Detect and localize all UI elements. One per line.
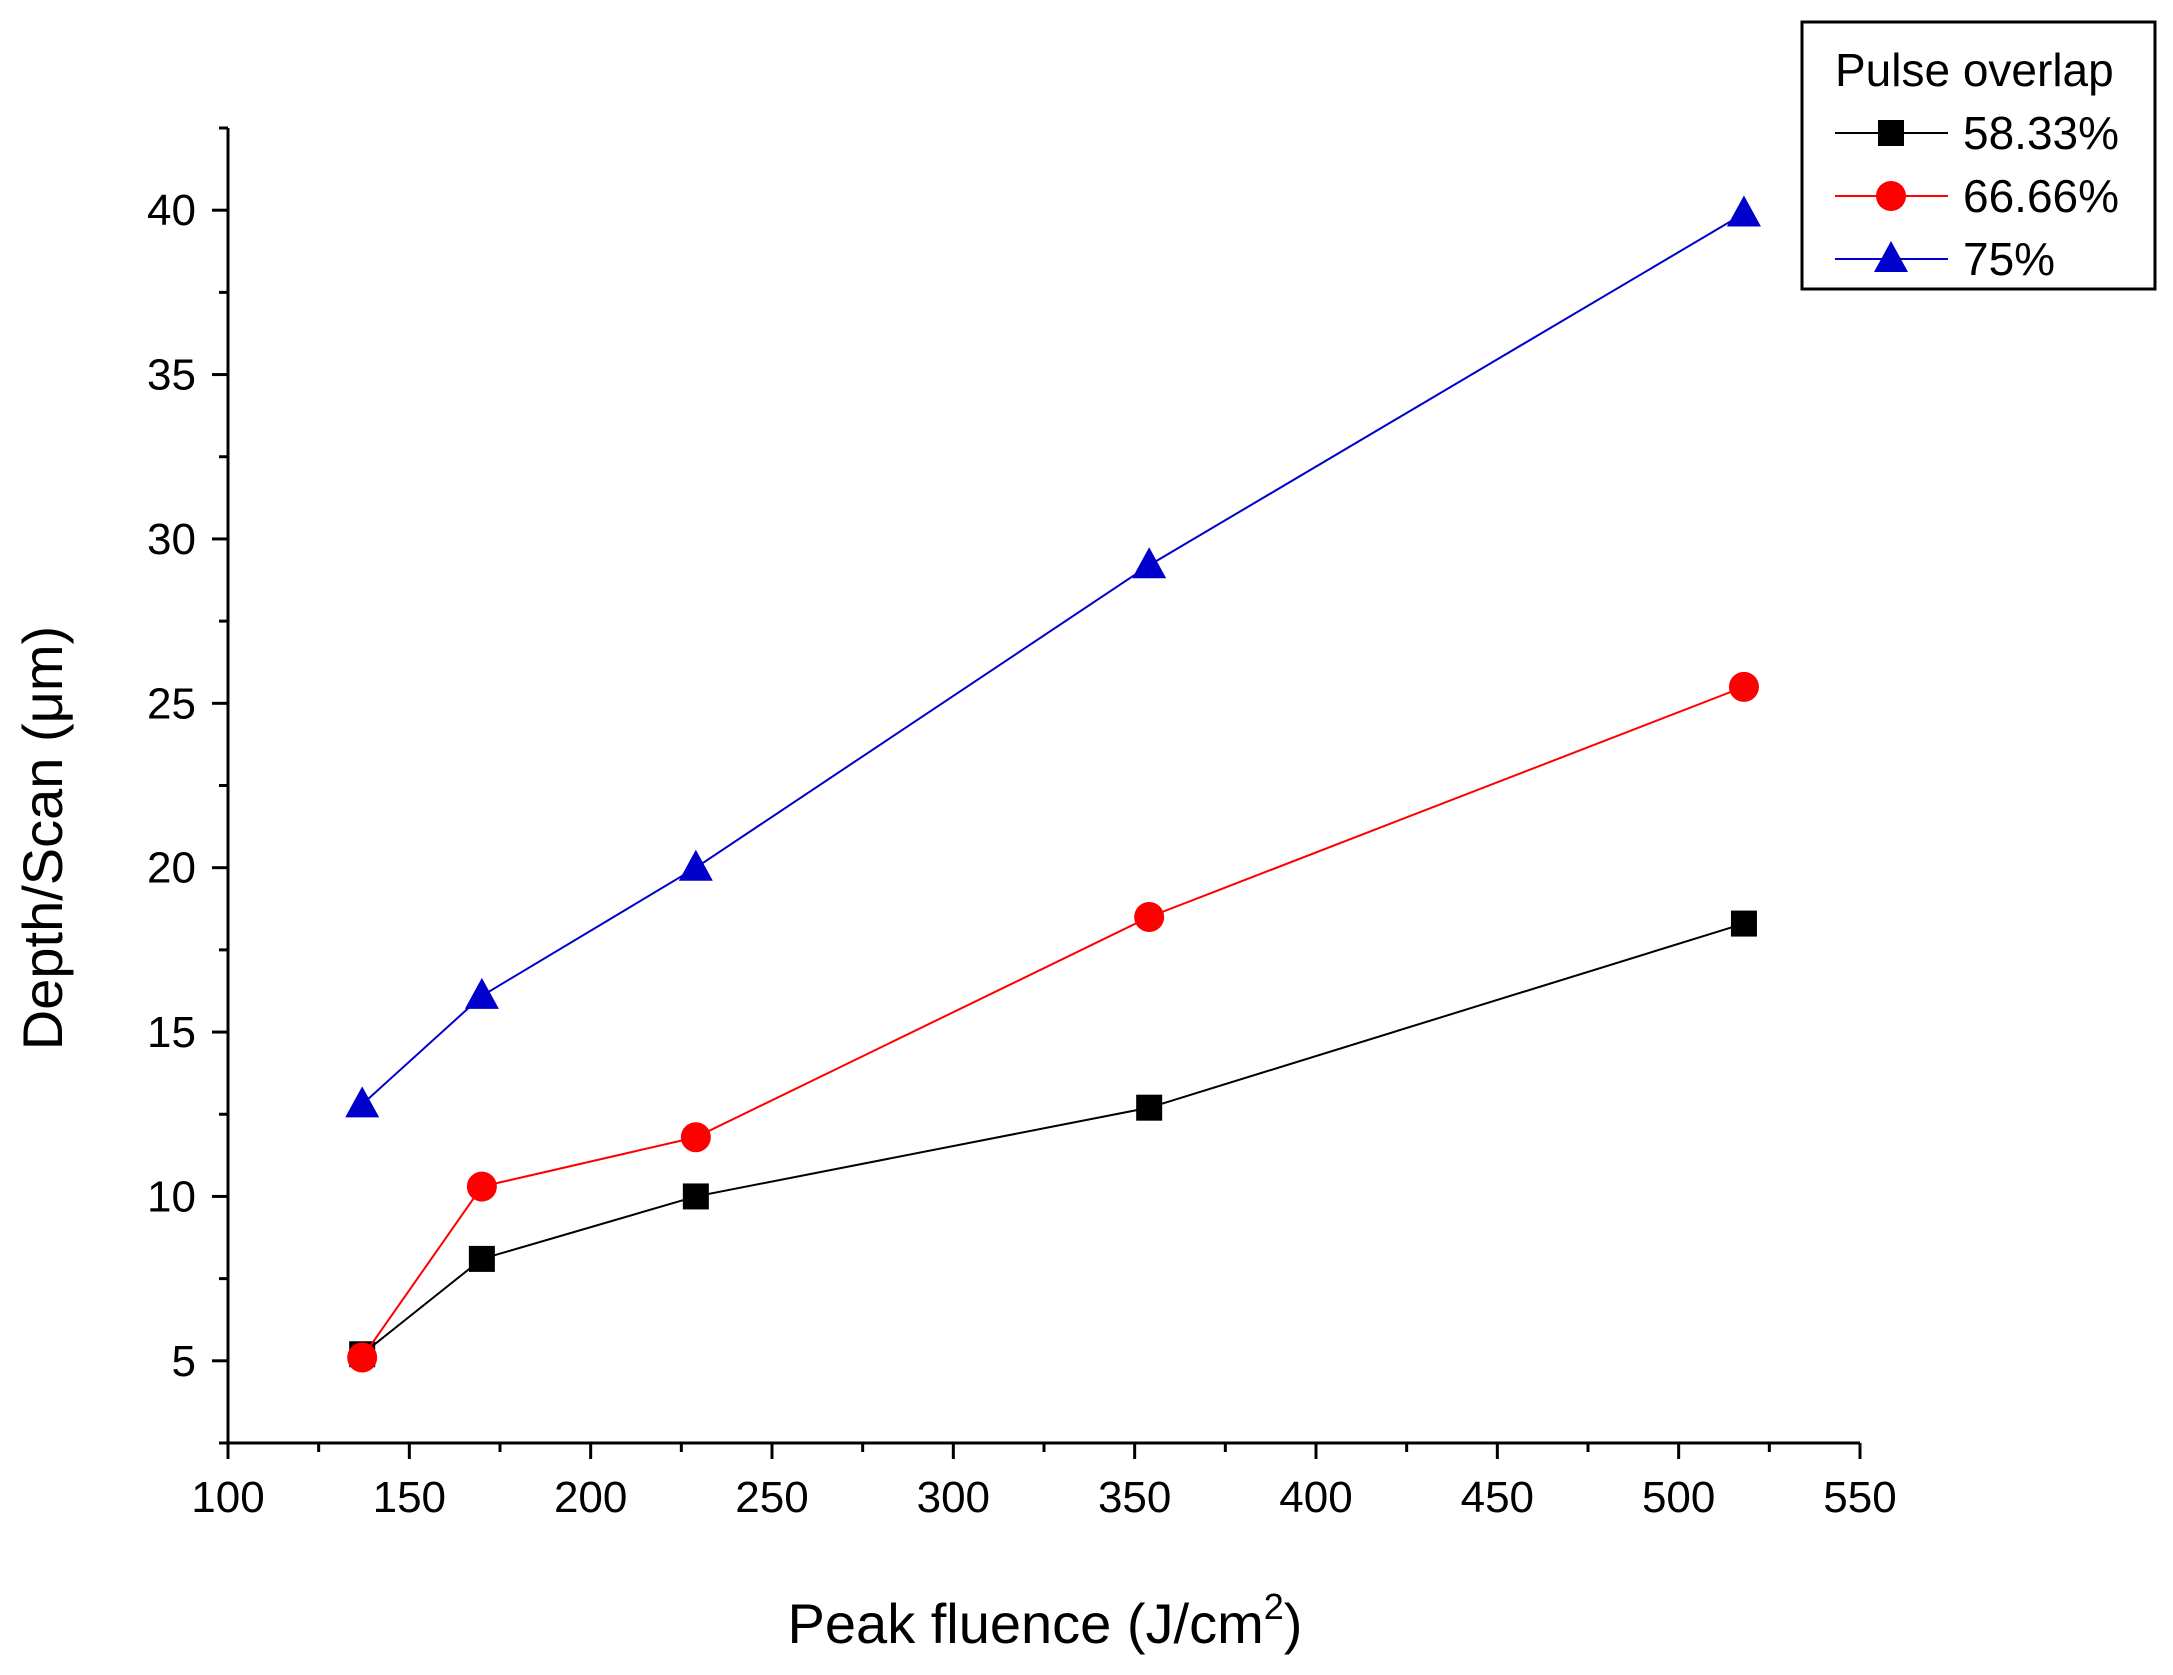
series-line (361, 685, 1745, 1359)
data-point-triangle (678, 849, 713, 881)
legend-box (1800, 20, 2157, 291)
series-square (349, 910, 1757, 1368)
x-tick-label: 150 (373, 1473, 446, 1522)
legend-label: 58.33% (1963, 107, 2119, 159)
y-tick-label: 25 (147, 679, 196, 728)
data-point-triangle (1726, 195, 1761, 227)
x-tick-label: 100 (191, 1473, 264, 1522)
x-tick-label: 400 (1279, 1473, 1352, 1522)
x-tick-label: 200 (554, 1473, 627, 1522)
data-point-square (1730, 910, 1757, 937)
data-point-circle (347, 1342, 378, 1373)
series-line (361, 212, 1745, 1106)
ticks: 100 150 200 250 300 350 400 450 500 550 5 10 15 20 25 3… (147, 126, 1897, 1522)
legend-label: 66.66% (1963, 170, 2119, 222)
data-point-square (1136, 1094, 1163, 1121)
series-circle (347, 671, 1759, 1373)
legend-entry: 66.66% (1835, 170, 2119, 222)
legend-marker (1878, 120, 1904, 146)
legend-label: 75% (1963, 233, 2055, 285)
x-tick-label: 550 (1823, 1473, 1896, 1522)
x-tick-label: 300 (917, 1473, 990, 1522)
data-point-triangle (1132, 547, 1167, 579)
data-point-triangle (345, 1086, 380, 1118)
y-tick-label: 35 (147, 351, 196, 400)
y-axis-label: Depth/Scan (μm) (11, 626, 74, 1050)
data-point-square (682, 1183, 709, 1210)
data-point-circle (1134, 902, 1165, 932)
y-tick-label: 40 (147, 186, 196, 235)
x-axis-label-end: ) (1284, 1592, 1303, 1655)
legend-entries: 58.33% 66.66% 75% (1835, 107, 2119, 285)
series-line (361, 922, 1745, 1356)
legend-entry: 75% (1835, 233, 2055, 285)
x-axis-label-main: Peak fluence (J/cm (788, 1592, 1264, 1655)
x-tick-label: 500 (1642, 1473, 1715, 1522)
y-tick-label: 5 (172, 1337, 196, 1386)
legend-marker (1874, 241, 1908, 272)
y-tick-label: 15 (147, 1008, 196, 1057)
data-point-square (468, 1245, 495, 1272)
data-point-circle (1728, 671, 1759, 702)
data-point-circle (680, 1122, 711, 1153)
series-layer (345, 195, 1761, 1373)
x-tick-label: 250 (735, 1473, 808, 1522)
x-tick-label: 450 (1461, 1473, 1534, 1522)
x-axis-label: Peak fluence (J/cm2) (788, 1586, 1303, 1655)
x-tick-label: 350 (1098, 1473, 1171, 1522)
x-axis-label-superscript: 2 (1264, 1586, 1284, 1627)
legend: Pulse overlap 58.33% 66.66% 75% (1800, 20, 2157, 291)
series-triangle (345, 195, 1761, 1118)
y-tick-label: 20 (147, 844, 196, 893)
legend-title: Pulse overlap (1835, 44, 2114, 96)
legend-entry: 58.33% (1835, 107, 2119, 159)
data-point-triangle (464, 977, 499, 1009)
y-tick-label: 30 (147, 515, 196, 564)
y-tick-label: 10 (147, 1172, 196, 1221)
legend-marker (1876, 181, 1906, 211)
axes (226, 128, 1860, 1445)
data-point-circle (466, 1171, 497, 1202)
